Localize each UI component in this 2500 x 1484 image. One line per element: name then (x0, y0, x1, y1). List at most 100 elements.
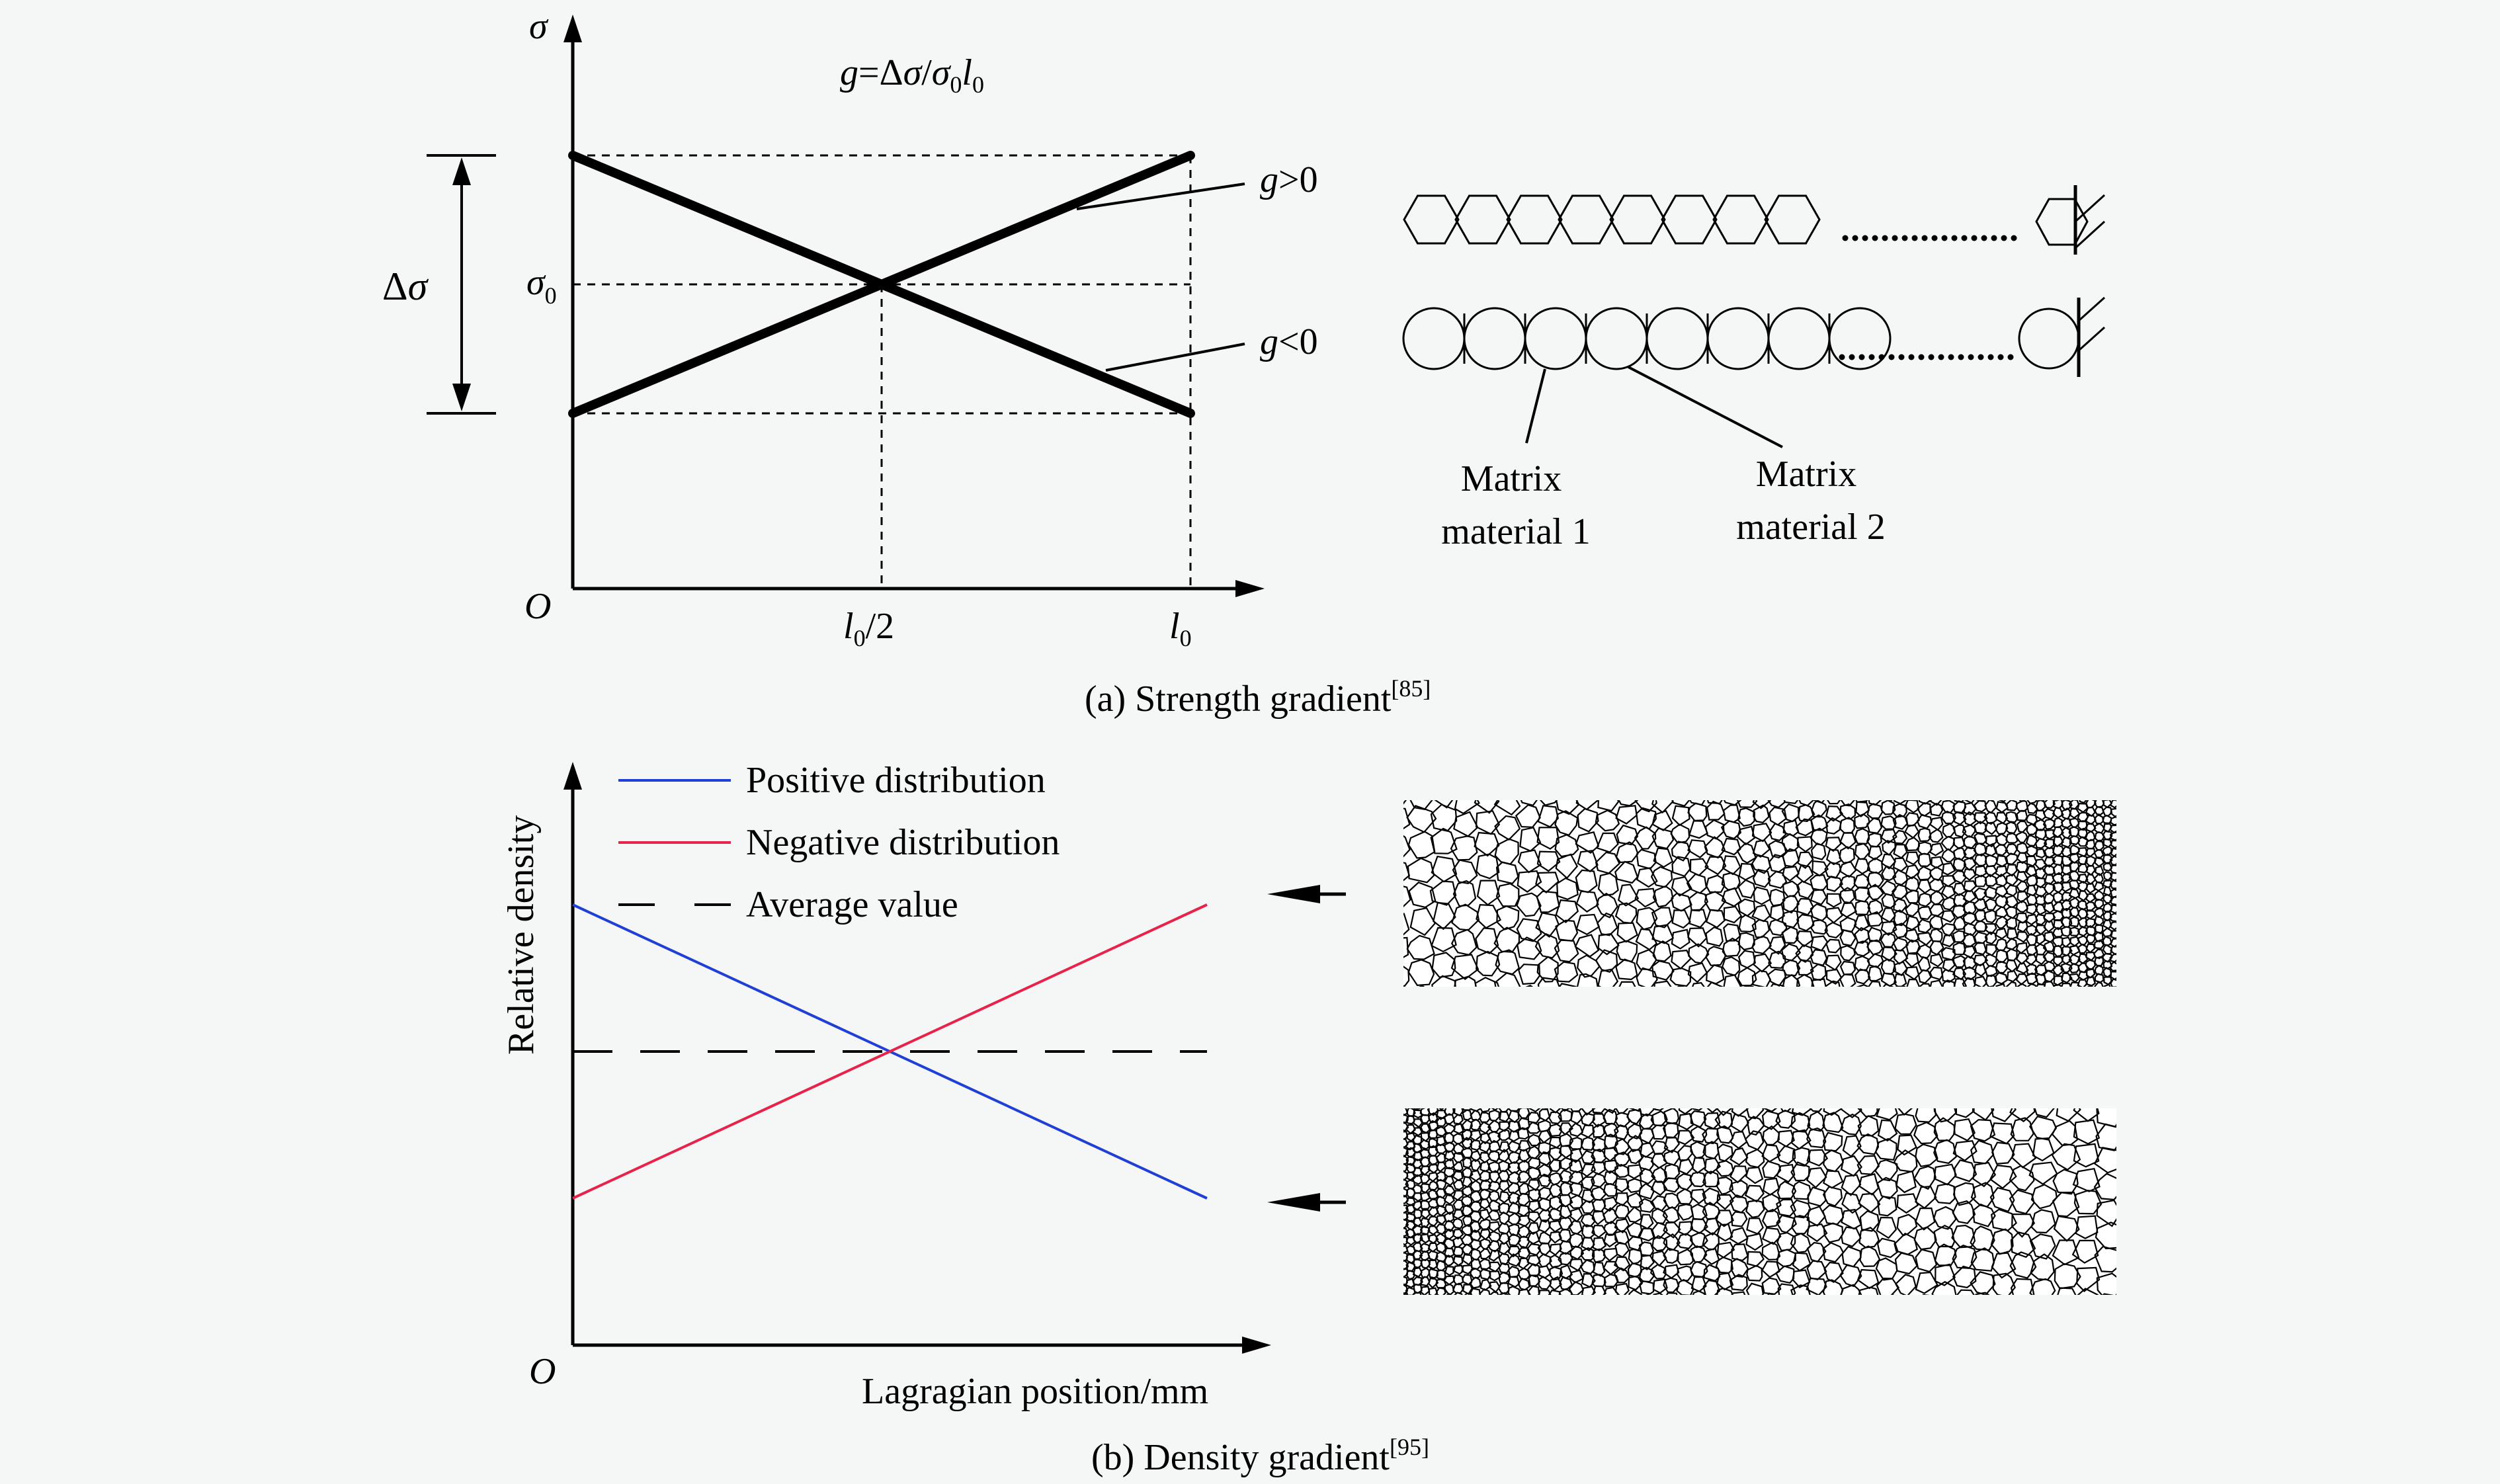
mesh-cell (1460, 1243, 1474, 1255)
mesh-cell (1651, 1124, 1667, 1140)
mesh-cell (2069, 807, 2081, 819)
mesh-cell (1953, 1118, 1976, 1141)
mesh-cell (1444, 1184, 1456, 1196)
mesh-cell (1854, 968, 1871, 985)
mesh-cell (1762, 1125, 1780, 1146)
mesh-cell (1431, 952, 1456, 978)
mesh-cell (1461, 1128, 1473, 1141)
mesh-cell (1464, 1292, 1472, 1295)
mesh-cell (1538, 1276, 1552, 1290)
mesh-cell (1933, 1183, 1956, 1204)
mesh-cell (1917, 892, 1933, 907)
mesh-cell (1538, 1290, 1552, 1295)
mesh-cell (1393, 1232, 1401, 1241)
mesh-cell (1702, 1279, 1721, 1295)
mesh-cell (1614, 1282, 1630, 1295)
ellipsis-dot (1892, 235, 1898, 241)
mesh-cell (1998, 800, 2007, 803)
mesh-cell (1443, 1175, 1455, 1186)
mesh-cell (1983, 811, 1998, 825)
mesh-cell (1867, 911, 1883, 927)
mesh-cell (1854, 858, 1871, 875)
mesh-cell (1575, 1294, 1579, 1295)
mesh-cell (2011, 1213, 2036, 1238)
mesh-cell (2010, 1231, 2036, 1258)
mesh-cell (1941, 934, 1956, 948)
mesh-cell (1393, 1217, 1401, 1225)
mesh-cell (2030, 1184, 2058, 1210)
mesh-cell (2057, 1287, 2077, 1295)
mesh-cell (2053, 984, 2063, 987)
mesh-cell (1626, 1206, 1643, 1223)
mesh-cell (2044, 980, 2056, 987)
mesh-cell (2093, 872, 2104, 884)
mesh-cell (1454, 975, 1477, 987)
ellipsis-dot (1948, 354, 1954, 360)
mesh-cell (1516, 936, 1542, 960)
mesh-cell (1822, 1186, 1843, 1207)
mesh-cell (1904, 966, 1920, 981)
mesh-cell (1995, 983, 2005, 987)
mesh-cell (2085, 909, 2097, 920)
mesh-cell (1823, 1222, 1844, 1243)
mesh-cell (1507, 1245, 1521, 1258)
mesh-cell (1470, 1118, 1481, 1131)
mesh-cell (1435, 1269, 1446, 1280)
mesh-cell (2126, 860, 2133, 868)
mesh-cell (1462, 1157, 1473, 1169)
mesh-cell (2109, 921, 2116, 931)
mesh-cell (1626, 1192, 1644, 1208)
mesh-cell (2035, 848, 2046, 859)
mesh-cell (2118, 800, 2126, 807)
line-g-positive (568, 151, 1195, 418)
mesh-cell (1761, 1277, 1782, 1295)
mesh-cell (2085, 934, 2096, 944)
mesh-cell (2005, 981, 2017, 987)
mesh-cell (1479, 1229, 1492, 1241)
mesh-cell (1475, 810, 1501, 835)
mesh-cell (2005, 873, 2019, 887)
mesh-cell (1917, 879, 1932, 894)
mesh-cell (1671, 949, 1692, 970)
mesh-cell (1393, 1287, 1401, 1296)
mesh-cell (1445, 1097, 1454, 1106)
mesh-cell (2093, 800, 2105, 808)
mesh-cell (1493, 927, 1521, 953)
mesh-cell (1581, 1286, 1597, 1295)
mesh-cell (1435, 1233, 1447, 1244)
mesh-cell (1476, 880, 1501, 906)
mesh-cell (1403, 1163, 1409, 1173)
mesh-cell (2126, 989, 2134, 997)
mesh-cell (1663, 1264, 1680, 1279)
mesh-cell (1769, 903, 1785, 921)
mesh-cell (1393, 1272, 1400, 1280)
mesh-cell (2118, 908, 2126, 916)
mesh-cell (1576, 973, 1599, 987)
mesh-cell (1705, 909, 1726, 928)
mesh-cell (1461, 1137, 1473, 1150)
mesh-cell (1736, 842, 1757, 864)
mesh-cell (1941, 896, 1956, 911)
mesh-cell (1876, 1108, 1898, 1121)
mesh-cell (1626, 1109, 1643, 1125)
mesh-cell (1928, 828, 1944, 843)
mesh-cell (1602, 1207, 1618, 1225)
mesh-cell (1729, 1130, 1748, 1149)
mesh-cell (1705, 946, 1727, 966)
mesh-cell (1597, 872, 1619, 896)
mesh-cell (1840, 800, 1856, 807)
mesh-cell (2104, 993, 2111, 1001)
mesh-cell (1822, 1242, 1845, 1263)
mesh-cell (1613, 1124, 1630, 1140)
mesh-cell (1507, 1108, 1521, 1112)
mesh-cell (1894, 1113, 1917, 1135)
caption-b: (b) Density gradient[95] (1091, 1434, 1429, 1478)
mesh-cell (1549, 1276, 1562, 1292)
mesh-cell (1487, 1200, 1501, 1212)
mesh-cell (2102, 1293, 2114, 1295)
mesh-cell (1614, 1151, 1630, 1167)
mesh-cell (1839, 1113, 1862, 1135)
mesh-cell (1627, 1149, 1644, 1165)
mesh-cell (1411, 1174, 1423, 1185)
mesh-cell (1704, 856, 1727, 876)
